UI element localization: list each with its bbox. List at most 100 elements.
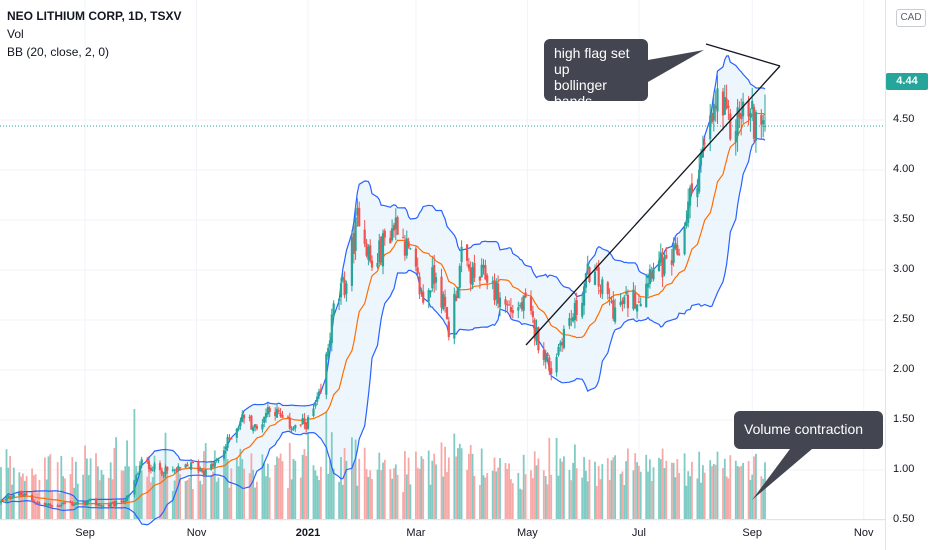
candle-body — [466, 244, 469, 261]
candle-body — [186, 464, 189, 467]
candle-body — [714, 105, 717, 109]
candle-body — [222, 450, 226, 459]
volume-bar — [75, 461, 77, 519]
volume-bar — [672, 462, 675, 519]
candle-body — [164, 467, 167, 475]
candle-body — [418, 276, 421, 295]
volume-bar — [557, 475, 560, 519]
volume-bar — [585, 470, 587, 519]
candle-body — [239, 421, 242, 427]
candle-body — [458, 265, 461, 288]
volume-bar — [115, 437, 117, 519]
volume-bar — [665, 460, 668, 519]
volume-bar — [113, 448, 116, 519]
candle-body — [12, 494, 15, 497]
candle-body — [383, 230, 386, 238]
candle-body — [606, 282, 609, 295]
candle-body — [522, 295, 525, 311]
volume-bar — [442, 476, 445, 519]
flag-callout-pointer — [648, 50, 704, 82]
candle-body — [506, 304, 509, 306]
volume-bar — [764, 462, 766, 519]
volume-bar — [420, 456, 423, 519]
volume-bar — [433, 453, 436, 519]
volume-bar — [38, 479, 41, 519]
volume-bar — [594, 461, 596, 519]
volume-bar — [352, 463, 355, 519]
candle-body — [217, 459, 220, 461]
candle-body — [427, 290, 430, 302]
volume-bar — [354, 439, 357, 519]
volume-bar — [508, 463, 510, 519]
volume-bar — [561, 461, 563, 519]
flag-annotation[interactable]: high flag set up bollinger bands tighten… — [544, 39, 648, 125]
volume-bar — [601, 464, 604, 519]
candle-body — [268, 407, 271, 412]
volume-bar — [595, 486, 598, 519]
volume-bar — [34, 474, 37, 519]
bb-indicator-label[interactable]: BB (20, close, 2, 0) — [7, 45, 110, 59]
candle-body — [696, 188, 699, 198]
candle-body — [623, 296, 626, 305]
candle-body — [754, 112, 757, 141]
candle-body — [546, 352, 549, 356]
currency-badge[interactable]: CAD — [896, 9, 926, 27]
candle-body — [646, 283, 650, 288]
volume-bar — [265, 476, 267, 519]
volume-bar — [239, 448, 242, 519]
symbol-title[interactable]: NEO LITHIUM CORP, 1D, TSXV — [7, 9, 182, 23]
volume-bar — [632, 470, 635, 519]
candle-body — [277, 410, 280, 412]
volume-bar — [486, 473, 489, 519]
volume-bar — [683, 453, 686, 519]
volume-annotation[interactable]: Volume contraction — [734, 411, 883, 449]
volume-bar — [391, 478, 393, 519]
volume-bar — [446, 471, 448, 519]
candle-body — [637, 301, 640, 303]
candle-body — [431, 267, 434, 289]
volume-bar — [252, 469, 255, 519]
candle-body — [230, 437, 233, 440]
candle-body — [341, 276, 344, 281]
volume-bar — [69, 474, 72, 519]
candle-body — [394, 217, 397, 230]
volume-bar — [482, 475, 485, 519]
volume-bar — [243, 468, 245, 519]
candles — [0, 74, 767, 509]
volume-bar — [440, 442, 443, 519]
candle-body — [626, 294, 629, 309]
volume-bar — [338, 481, 340, 519]
volume-bar — [687, 471, 690, 519]
volume-bar — [716, 451, 719, 519]
candle-body — [56, 505, 59, 507]
volume-bar — [469, 445, 472, 519]
candle-body — [32, 500, 35, 503]
volume-indicator-label[interactable]: Vol — [7, 27, 24, 41]
volume-bar — [418, 468, 421, 519]
volume-bar — [320, 466, 322, 519]
volume-bar — [493, 457, 496, 519]
volume-bar — [415, 451, 417, 519]
volume-bar — [345, 460, 348, 519]
volume-bar — [62, 476, 64, 519]
candle-body — [701, 147, 704, 158]
candle-body — [402, 237, 405, 239]
volume-bar — [109, 462, 112, 519]
candle-body — [378, 240, 381, 263]
volume-bar — [120, 470, 123, 519]
volume-bar — [133, 409, 136, 519]
candle-body — [447, 321, 450, 337]
candle-body — [330, 314, 333, 344]
candle-body — [63, 502, 67, 504]
volume-bar — [519, 488, 521, 519]
candle-body — [422, 291, 425, 303]
volume-bar — [148, 456, 150, 519]
volume-bar — [64, 478, 66, 519]
candle-body — [484, 265, 487, 280]
candle-body — [10, 497, 14, 499]
volume-bar — [343, 448, 346, 519]
candle-body — [197, 462, 200, 471]
candle-body — [177, 466, 180, 471]
candle-body — [583, 286, 586, 306]
